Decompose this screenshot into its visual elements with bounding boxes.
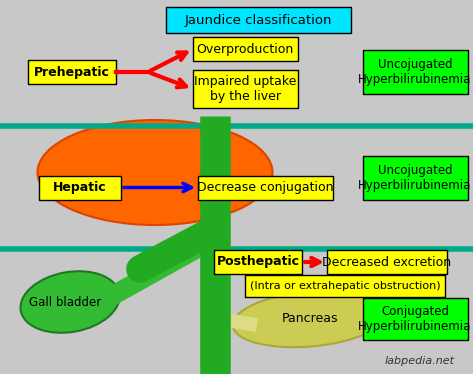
Text: Hepatic: Hepatic xyxy=(53,181,107,194)
Text: (Intra or extrahepatic obstruction): (Intra or extrahepatic obstruction) xyxy=(250,281,440,291)
Text: Uncojugated
Hyperbilirubinemia: Uncojugated Hyperbilirubinemia xyxy=(359,163,472,191)
FancyBboxPatch shape xyxy=(327,250,447,274)
FancyBboxPatch shape xyxy=(362,50,467,94)
FancyBboxPatch shape xyxy=(193,37,298,61)
Text: Gall bladder: Gall bladder xyxy=(29,295,101,309)
Ellipse shape xyxy=(37,120,272,225)
FancyBboxPatch shape xyxy=(362,298,467,340)
Text: Overproduction: Overproduction xyxy=(196,43,294,55)
Ellipse shape xyxy=(233,291,387,347)
Text: Pancreas: Pancreas xyxy=(282,313,338,325)
FancyBboxPatch shape xyxy=(362,156,467,199)
FancyBboxPatch shape xyxy=(28,60,116,84)
FancyBboxPatch shape xyxy=(214,250,302,274)
Text: labpedia.net: labpedia.net xyxy=(385,356,455,366)
Text: Uncojugated
Hyperbilirubinemia: Uncojugated Hyperbilirubinemia xyxy=(359,58,472,86)
Ellipse shape xyxy=(20,271,120,333)
Text: Conjugated
Hyperbilirubinemia: Conjugated Hyperbilirubinemia xyxy=(359,305,472,333)
Text: Posthepatic: Posthepatic xyxy=(217,255,299,269)
FancyBboxPatch shape xyxy=(245,275,445,297)
FancyBboxPatch shape xyxy=(39,175,121,199)
Text: Prehepatic: Prehepatic xyxy=(34,65,110,79)
Text: Impaired uptake
by the liver: Impaired uptake by the liver xyxy=(194,75,296,103)
Text: Jaundice classification: Jaundice classification xyxy=(184,13,332,27)
FancyBboxPatch shape xyxy=(166,7,350,33)
Text: Decreased excretion: Decreased excretion xyxy=(323,255,452,269)
Text: Decrease conjugation: Decrease conjugation xyxy=(197,181,333,194)
FancyBboxPatch shape xyxy=(193,70,298,108)
FancyBboxPatch shape xyxy=(198,175,333,199)
